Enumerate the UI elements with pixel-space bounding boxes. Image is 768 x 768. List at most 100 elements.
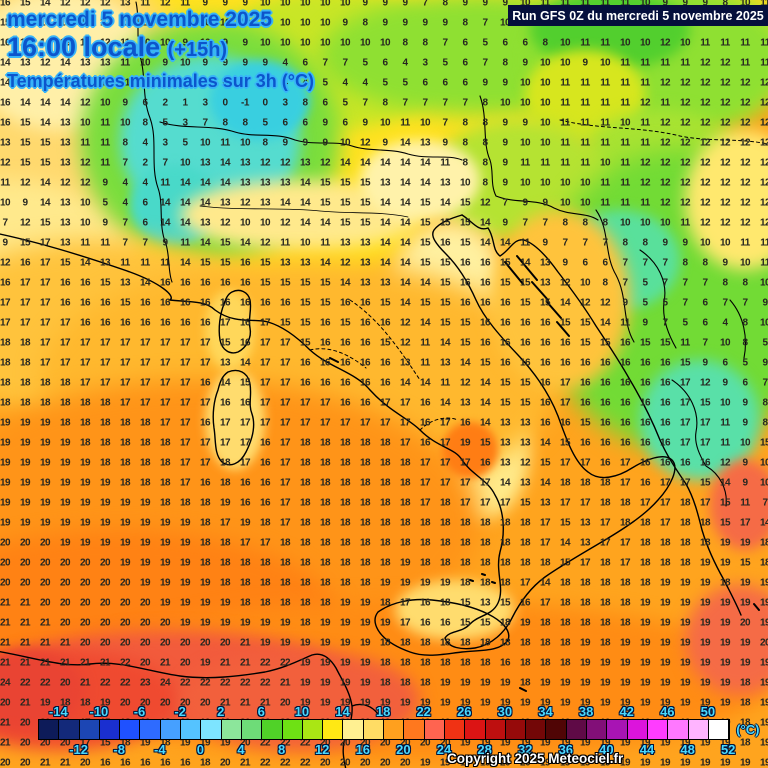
temp-value: 6 bbox=[422, 78, 428, 89]
temp-value: 16 bbox=[300, 358, 311, 369]
temp-value: 12 bbox=[0, 158, 11, 169]
temp-value: 7 bbox=[462, 98, 468, 109]
temp-value: 10 bbox=[640, 38, 651, 49]
temp-value: 19 bbox=[640, 678, 651, 689]
temp-value: 10 bbox=[560, 58, 571, 69]
temp-value: 12 bbox=[520, 458, 531, 469]
temp-value: 18 bbox=[380, 598, 391, 609]
forecast-offset-label: (+15h) bbox=[168, 39, 227, 61]
temp-value: 17 bbox=[40, 278, 51, 289]
temp-value: 19 bbox=[280, 618, 291, 629]
temp-value: 18 bbox=[380, 518, 391, 529]
temp-value: 9 bbox=[742, 418, 748, 429]
temp-value: 8 bbox=[302, 98, 308, 109]
temp-value: 9 bbox=[322, 138, 328, 149]
temp-value: 18 bbox=[520, 518, 531, 529]
temp-value: 16 bbox=[480, 458, 491, 469]
temp-value: 11 bbox=[620, 158, 630, 169]
temp-value: 16 bbox=[120, 318, 131, 329]
temp-value: 18 bbox=[60, 378, 71, 389]
temp-value: 14 bbox=[280, 198, 291, 209]
temp-value: 17 bbox=[200, 338, 211, 349]
temp-value: 18 bbox=[0, 358, 11, 369]
temp-value: 20 bbox=[360, 758, 371, 768]
temp-value: 18 bbox=[360, 558, 371, 569]
temp-value: 18 bbox=[400, 518, 411, 529]
temp-value: 17 bbox=[60, 358, 71, 369]
temp-value: 10 bbox=[520, 98, 531, 109]
temp-value: 18 bbox=[700, 518, 711, 529]
temp-value: 11 bbox=[600, 98, 610, 109]
temp-value: 16 bbox=[620, 338, 631, 349]
temp-value: 14 bbox=[480, 218, 491, 229]
temp-value: 6 bbox=[702, 318, 708, 329]
temp-value: 17 bbox=[400, 398, 411, 409]
temp-value: 13 bbox=[260, 198, 271, 209]
colorbar-cell bbox=[505, 720, 527, 739]
temp-value: 22 bbox=[260, 738, 271, 749]
temp-value: 8 bbox=[722, 278, 728, 289]
temp-value: 15 bbox=[220, 258, 231, 269]
temp-value: 12 bbox=[320, 158, 331, 169]
temp-value: 18 bbox=[300, 458, 311, 469]
temp-value: 19 bbox=[180, 598, 191, 609]
temp-value: 18 bbox=[80, 398, 91, 409]
colorbar-cell bbox=[688, 720, 709, 739]
temp-value: 9 bbox=[542, 198, 548, 209]
temp-value: 10 bbox=[240, 218, 251, 229]
temp-value: 9 bbox=[222, 0, 228, 9]
temp-value: 10 bbox=[80, 218, 91, 229]
temp-value: 16 bbox=[140, 298, 151, 309]
temp-value: 18 bbox=[560, 638, 571, 649]
temp-value: 14 bbox=[480, 238, 491, 249]
temp-value: 21 bbox=[20, 598, 31, 609]
temp-value: 14 bbox=[40, 178, 51, 189]
temp-value: 19 bbox=[700, 558, 711, 569]
temp-value: 18 bbox=[40, 378, 51, 389]
temp-value: 16 bbox=[600, 378, 611, 389]
temp-value: 16 bbox=[420, 418, 431, 429]
temp-value: 3 bbox=[422, 58, 428, 69]
temp-value: 12 bbox=[700, 138, 711, 149]
temp-value: 7 bbox=[622, 278, 628, 289]
temp-value: 17 bbox=[280, 498, 291, 509]
temp-value: 11 bbox=[640, 58, 650, 69]
temp-value: 3 bbox=[182, 118, 188, 129]
temp-value: 11 bbox=[580, 78, 590, 89]
temp-value: 19 bbox=[100, 478, 111, 489]
temp-value: 20 bbox=[440, 738, 451, 749]
temp-value: 19 bbox=[420, 578, 431, 589]
temp-value: 12 bbox=[680, 138, 691, 149]
temp-value: 12 bbox=[640, 178, 651, 189]
temp-value: 17 bbox=[80, 358, 91, 369]
temp-value: 5 bbox=[642, 298, 648, 309]
temp-value: 12 bbox=[700, 118, 711, 129]
temp-value: 17 bbox=[20, 298, 31, 309]
temp-value: 19 bbox=[80, 518, 91, 529]
temp-value: 16 bbox=[160, 758, 171, 768]
temp-value: 15 bbox=[580, 318, 591, 329]
temp-value: 18 bbox=[620, 498, 631, 509]
temp-value: 15 bbox=[360, 198, 371, 209]
temp-value: 14 bbox=[760, 518, 768, 529]
temp-value: 18 bbox=[500, 578, 511, 589]
temp-value: 11 bbox=[680, 338, 690, 349]
temp-value: 8 bbox=[482, 98, 488, 109]
colorbar-cell bbox=[485, 720, 506, 739]
temp-value: 11 bbox=[260, 18, 270, 29]
temp-value: 13 bbox=[100, 258, 111, 269]
temp-value: 15 bbox=[440, 318, 451, 329]
temp-value: 18 bbox=[460, 518, 471, 529]
temp-value: 10 bbox=[300, 38, 311, 49]
temp-value: 10 bbox=[520, 78, 531, 89]
temp-value: 14 bbox=[220, 378, 231, 389]
temp-value: 16 bbox=[640, 458, 651, 469]
temp-value: 18 bbox=[420, 638, 431, 649]
temp-value: 12 bbox=[280, 218, 291, 229]
temp-value: 18 bbox=[600, 598, 611, 609]
temp-value: 11 bbox=[180, 0, 190, 9]
temp-value: 8 bbox=[462, 118, 468, 129]
temp-value: 19 bbox=[440, 758, 451, 768]
temp-value: 19 bbox=[680, 738, 691, 749]
temp-value: 14 bbox=[400, 278, 411, 289]
